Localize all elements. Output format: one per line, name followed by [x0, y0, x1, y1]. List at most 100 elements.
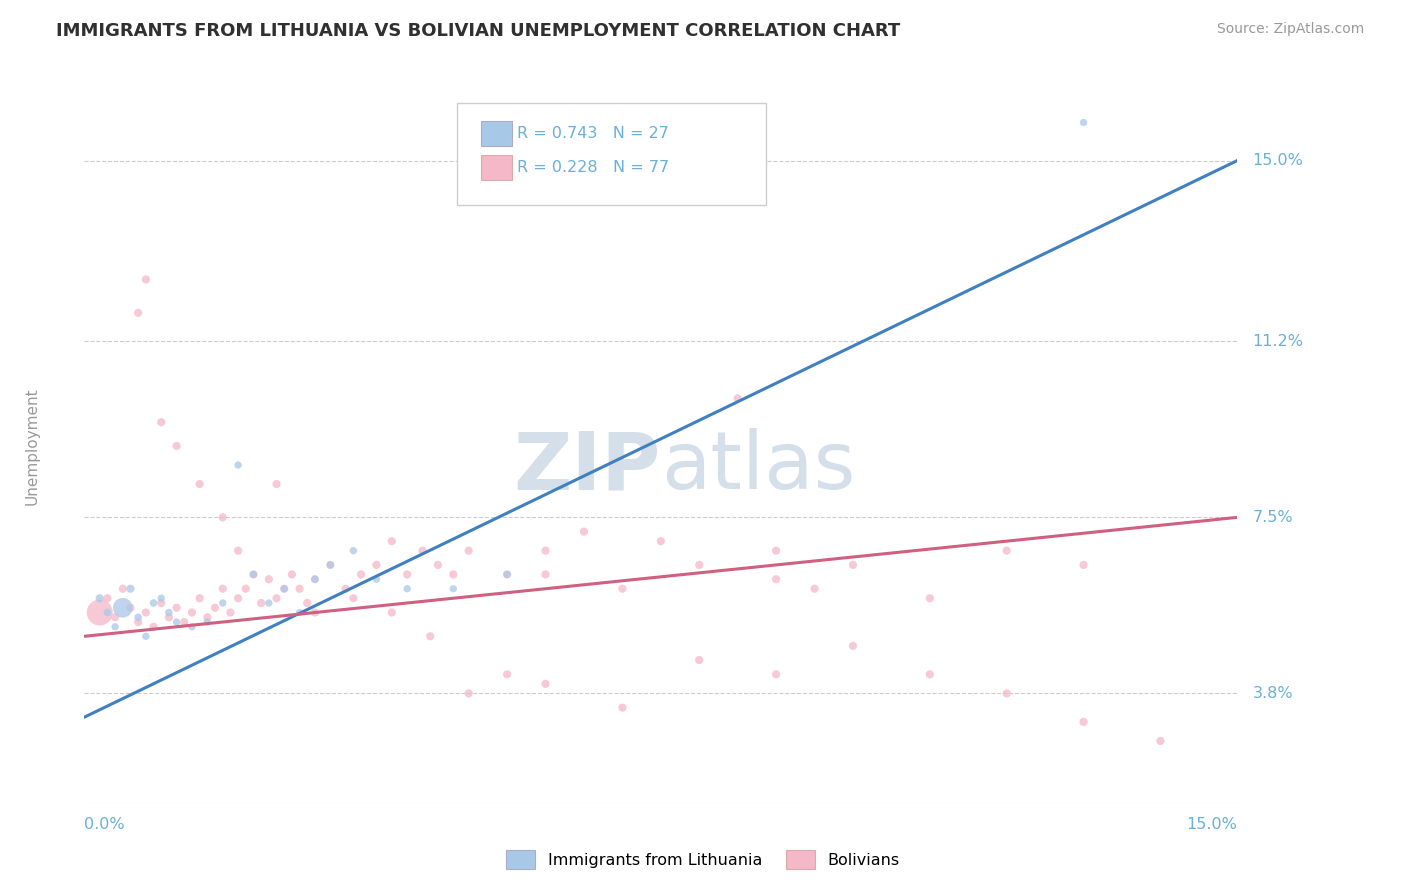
- Point: [257, 572, 280, 586]
- Point: [150, 596, 173, 610]
- Point: [104, 610, 127, 624]
- Point: [366, 558, 388, 572]
- Point: [366, 572, 388, 586]
- Point: [496, 567, 519, 582]
- Point: [457, 543, 479, 558]
- Point: [281, 567, 304, 582]
- Point: [188, 477, 211, 491]
- Point: [995, 686, 1018, 700]
- Point: [235, 582, 257, 596]
- Point: [918, 667, 941, 681]
- Text: 3.8%: 3.8%: [1253, 686, 1294, 701]
- Text: atlas: atlas: [661, 428, 855, 507]
- Point: [419, 629, 441, 643]
- Point: [534, 567, 557, 582]
- Point: [297, 596, 319, 610]
- Point: [496, 667, 519, 681]
- Point: [166, 600, 188, 615]
- Point: [396, 567, 419, 582]
- Point: [534, 677, 557, 691]
- Point: [226, 591, 249, 606]
- Text: R = 0.743   N = 27: R = 0.743 N = 27: [517, 127, 669, 141]
- Point: [157, 610, 180, 624]
- Point: [195, 610, 218, 624]
- Point: [211, 596, 233, 610]
- Point: [765, 667, 787, 681]
- Point: [842, 639, 865, 653]
- Point: [142, 620, 165, 634]
- Point: [242, 567, 264, 582]
- Point: [135, 606, 157, 620]
- Text: 7.5%: 7.5%: [1253, 510, 1294, 524]
- Point: [319, 558, 342, 572]
- Point: [89, 591, 111, 606]
- Point: [496, 567, 519, 582]
- Point: [166, 439, 188, 453]
- Point: [266, 591, 288, 606]
- Text: 0.0%: 0.0%: [84, 817, 125, 832]
- Point: [111, 600, 134, 615]
- Point: [350, 567, 373, 582]
- Point: [150, 591, 173, 606]
- Text: Unemployment: Unemployment: [25, 387, 39, 505]
- Point: [181, 606, 204, 620]
- Point: [257, 596, 280, 610]
- Text: IMMIGRANTS FROM LITHUANIA VS BOLIVIAN UNEMPLOYMENT CORRELATION CHART: IMMIGRANTS FROM LITHUANIA VS BOLIVIAN UN…: [56, 22, 900, 40]
- Point: [381, 606, 404, 620]
- Point: [104, 620, 127, 634]
- Point: [304, 606, 326, 620]
- Point: [995, 543, 1018, 558]
- Point: [127, 610, 149, 624]
- Point: [426, 558, 449, 572]
- Point: [288, 582, 311, 596]
- Point: [219, 606, 242, 620]
- Point: [211, 510, 233, 524]
- Point: [142, 596, 165, 610]
- Point: [1073, 115, 1095, 129]
- Point: [120, 582, 142, 596]
- Point: [195, 615, 218, 629]
- Point: [304, 572, 326, 586]
- Point: [457, 686, 479, 700]
- Text: R = 0.228   N = 77: R = 0.228 N = 77: [517, 161, 669, 175]
- Point: [242, 567, 264, 582]
- Text: ZIP: ZIP: [513, 428, 661, 507]
- Point: [96, 606, 118, 620]
- Point: [342, 543, 364, 558]
- Point: [166, 615, 188, 629]
- Point: [688, 558, 710, 572]
- Point: [765, 543, 787, 558]
- Point: [211, 582, 233, 596]
- Point: [842, 558, 865, 572]
- Text: 15.0%: 15.0%: [1187, 817, 1237, 832]
- Point: [335, 582, 357, 596]
- Text: Source: ZipAtlas.com: Source: ZipAtlas.com: [1216, 22, 1364, 37]
- Point: [226, 458, 249, 472]
- Legend: Immigrants from Lithuania, Bolivians: Immigrants from Lithuania, Bolivians: [501, 844, 905, 875]
- Point: [173, 615, 195, 629]
- Point: [412, 543, 434, 558]
- Point: [96, 591, 118, 606]
- Point: [89, 606, 111, 620]
- Point: [612, 700, 634, 714]
- Point: [120, 600, 142, 615]
- Point: [612, 582, 634, 596]
- Point: [534, 543, 557, 558]
- Point: [157, 606, 180, 620]
- Point: [226, 543, 249, 558]
- Point: [127, 615, 149, 629]
- Point: [273, 582, 295, 596]
- Point: [304, 572, 326, 586]
- Point: [803, 582, 825, 596]
- Point: [1149, 734, 1171, 748]
- Point: [273, 582, 295, 596]
- Point: [765, 572, 787, 586]
- Point: [1073, 714, 1095, 729]
- Point: [150, 415, 173, 429]
- Point: [111, 582, 134, 596]
- Point: [135, 629, 157, 643]
- Point: [319, 558, 342, 572]
- Text: 11.2%: 11.2%: [1253, 334, 1303, 349]
- Point: [342, 591, 364, 606]
- Point: [135, 272, 157, 286]
